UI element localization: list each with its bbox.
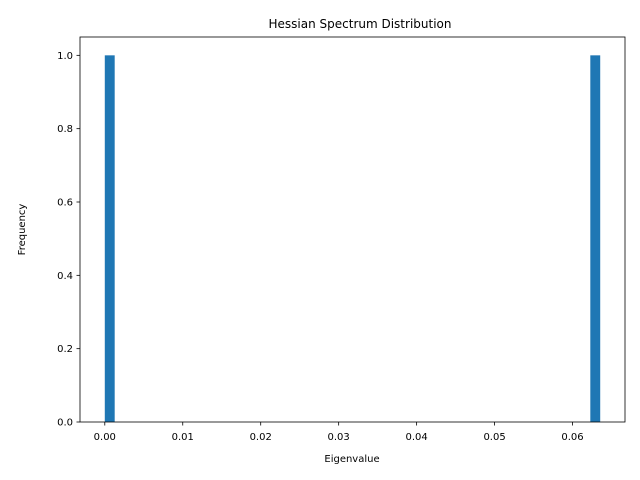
plot-frame [79, 36, 626, 423]
x-tick-label: 0.04 [405, 432, 427, 443]
y-tick-label: 1.0 [57, 51, 73, 62]
bars-layer [104, 55, 601, 422]
y-axis-ticks: 0.0 0.2 0.4 0.6 0.8 1.0 [57, 51, 80, 429]
y-tick-label: 0.2 [57, 344, 73, 355]
x-tick-label: 0.03 [328, 432, 350, 443]
y-tick-label: 0.4 [57, 271, 73, 282]
y-tick-label: 0.6 [57, 198, 73, 209]
x-tick-label: 0.06 [561, 432, 583, 443]
x-tick-label: 0.02 [250, 432, 272, 443]
x-tick-label: 0.05 [483, 432, 505, 443]
histogram-bar-2 [590, 55, 601, 422]
y-axis-label: Frequency [17, 204, 28, 256]
x-axis-label: Eigenvalue [324, 454, 379, 465]
x-tick-label: 0.01 [172, 432, 194, 443]
histogram-bar-1 [104, 55, 115, 422]
y-tick-label: 0.0 [57, 418, 73, 429]
x-axis-ticks: 0.00 0.01 0.02 0.03 0.04 0.05 0.06 [94, 422, 584, 443]
y-tick-label: 0.8 [57, 124, 73, 135]
chart-title: Hessian Spectrum Distribution [269, 17, 452, 31]
x-tick-label: 0.00 [94, 432, 116, 443]
